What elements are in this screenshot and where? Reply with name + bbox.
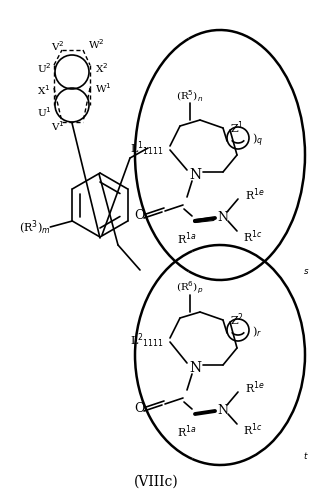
Text: R$^{1e}$: R$^{1e}$: [245, 187, 265, 203]
Text: R$^{1a}$: R$^{1a}$: [177, 424, 197, 440]
Text: R$^{1c}$: R$^{1c}$: [243, 422, 263, 438]
Text: O: O: [134, 402, 144, 415]
Text: $_t$: $_t$: [303, 449, 309, 462]
Text: V$^1$: V$^1$: [51, 119, 65, 133]
Text: Z$^2$: Z$^2$: [230, 312, 244, 328]
Text: L$^2$$_{\mathit{1111}}$: L$^2$$_{\mathit{1111}}$: [130, 332, 164, 350]
Text: N: N: [189, 168, 201, 182]
Text: R$^{1c}$: R$^{1c}$: [243, 229, 263, 246]
Text: U$^2$: U$^2$: [37, 61, 51, 75]
Text: N: N: [218, 211, 228, 224]
Text: R$^{1a}$: R$^{1a}$: [177, 231, 197, 248]
Text: X$^1$: X$^1$: [37, 83, 51, 97]
Text: (R$^3$)$_m$: (R$^3$)$_m$: [18, 219, 50, 237]
Text: R$^{1e}$: R$^{1e}$: [245, 380, 265, 396]
Text: W$^2$: W$^2$: [88, 37, 105, 51]
Text: $_s$: $_s$: [303, 263, 310, 276]
Text: N: N: [189, 361, 201, 375]
Text: W$^1$: W$^1$: [95, 81, 112, 95]
Text: X$^2$: X$^2$: [95, 61, 108, 75]
Text: )$_q$: )$_q$: [252, 131, 263, 149]
Text: L$^1$$_{\mathit{1111}}$: L$^1$$_{\mathit{1111}}$: [130, 140, 164, 158]
Text: (VIIIc): (VIIIc): [134, 475, 178, 489]
Text: (R$^6$)$_p$: (R$^6$)$_p$: [176, 280, 204, 296]
Text: V$^2$: V$^2$: [51, 39, 65, 53]
Text: (R$^5$)$_n$: (R$^5$)$_n$: [177, 88, 203, 104]
Text: )$_r$: )$_r$: [252, 325, 262, 339]
Text: U$^1$: U$^1$: [37, 105, 51, 119]
Text: N: N: [218, 404, 228, 417]
Text: O: O: [134, 209, 144, 222]
Text: Z$^1$: Z$^1$: [230, 120, 244, 136]
